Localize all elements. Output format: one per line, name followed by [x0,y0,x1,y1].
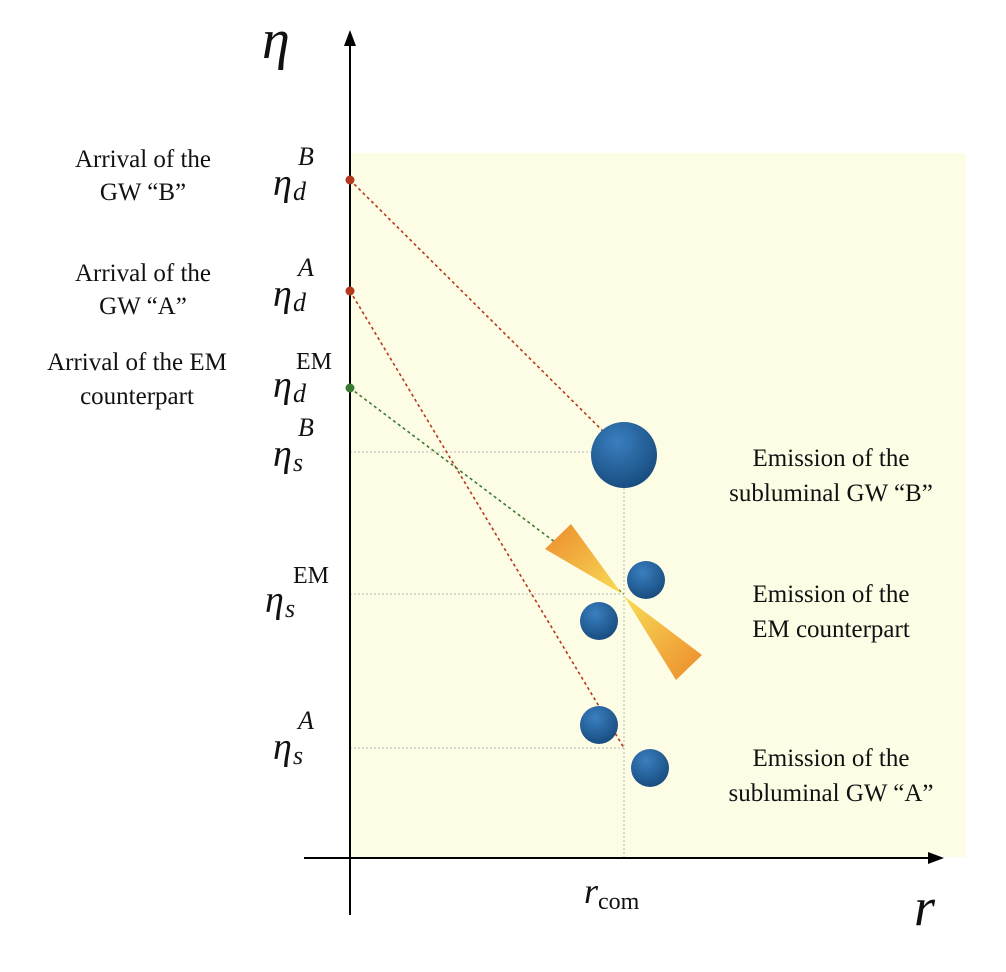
svg-text:B: B [298,413,314,442]
svg-text:B: B [298,142,314,171]
source-blob-A-upper [580,706,618,744]
note-emission-B: Emission of the subluminal GW “B” [729,445,933,507]
svg-text:EM: EM [293,563,329,589]
source-blob-A-lower [631,749,669,787]
tick-eta-s-A: η s A [273,706,314,770]
path-gw-A [349,290,625,749]
svg-text:s: s [293,741,303,770]
svg-text:s: s [285,594,295,623]
svg-text:GW “A”: GW “A” [99,293,187,320]
svg-text:EM counterpart: EM counterpart [752,616,910,643]
svg-text:s: s [293,448,303,477]
arrival-dot-EM [345,383,355,393]
svg-text:A: A [296,706,314,735]
arrival-dot-A [345,286,355,296]
tick-eta-d-A: η d A [273,253,314,317]
r-axis-label: r [914,877,936,937]
source-blob-EM-lower [580,602,618,640]
svg-text:d: d [293,177,307,206]
source-blob-EM-upper [627,561,665,599]
svg-text:subluminal GW “B”: subluminal GW “B” [729,480,933,507]
note-emission-A: Emission of the subluminal GW “A” [728,745,933,807]
r-axis-arrowhead [928,852,944,864]
svg-text:Emission of the: Emission of the [753,445,910,472]
source-blob-B [591,422,657,488]
tick-eta-d-EM: η d EM [273,349,332,408]
em-cone-upper [545,524,622,594]
svg-text:EM: EM [296,349,332,375]
eta-axis-label: η [262,9,290,71]
svg-text:GW “B”: GW “B” [100,179,186,206]
note-emission-EM: Emission of the EM counterpart [752,581,910,643]
svg-text:counterpart: counterpart [80,383,194,410]
note-arrival-A: Arrival of the GW “A” [75,260,211,320]
svg-text:η: η [265,579,284,621]
svg-text:Emission of the: Emission of the [753,745,910,772]
svg-text:A: A [296,253,314,282]
arrival-dot-B [345,175,355,185]
svg-text:d: d [293,379,307,408]
eta-axis-arrowhead [344,30,356,46]
svg-text:Arrival of the EM: Arrival of the EM [47,349,227,376]
svg-text:Arrival of the: Arrival of the [75,260,211,287]
svg-text:subluminal GW “A”: subluminal GW “A” [728,780,933,807]
note-arrival-EM: Arrival of the EM counterpart [47,349,227,410]
em-cone-lower [624,596,702,680]
svg-text:η: η [273,726,292,768]
svg-text:Emission of the: Emission of the [753,581,910,608]
svg-text:η: η [273,273,292,315]
shaded-region [350,153,966,857]
tick-eta-d-B: η d B [273,142,314,206]
note-arrival-B: Arrival of the GW “B” [75,146,211,206]
svg-text:η: η [273,162,292,204]
tick-eta-s-B: η s B [273,413,314,477]
svg-text:d: d [293,288,307,317]
tick-eta-s-EM: η s EM [265,563,329,623]
path-gw-B [349,179,625,453]
svg-text:Arrival of the: Arrival of the [75,146,211,173]
svg-text:η: η [273,433,292,475]
r-com-label: rcom [584,871,640,915]
svg-text:η: η [273,364,292,406]
